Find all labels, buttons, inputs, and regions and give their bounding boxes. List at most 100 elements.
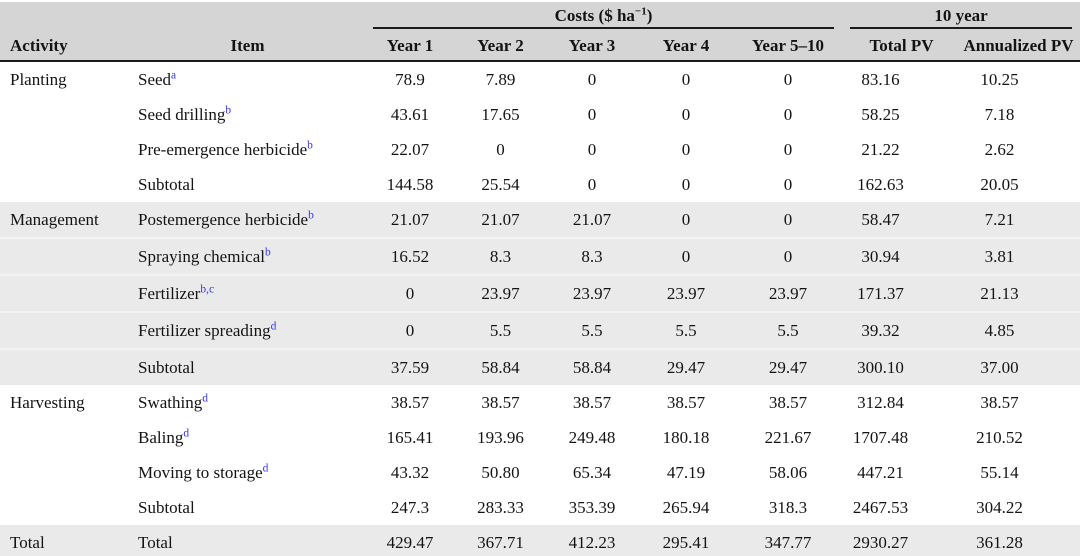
activity-cell bbox=[0, 237, 130, 275]
value-cell: 300.10 bbox=[842, 348, 961, 385]
value-cell: 38.57 bbox=[666, 392, 706, 412]
table-row: Pre-emergence herbicideb 22.07 0 0 0 0 21.22 2.… bbox=[0, 132, 1080, 167]
value-cell: 0 bbox=[496, 139, 505, 159]
activity-cell bbox=[0, 274, 130, 312]
value-cell: 361.28 bbox=[961, 525, 1080, 556]
value-cell: 16.52 bbox=[365, 237, 455, 275]
costs-exponent: −1 bbox=[634, 5, 647, 18]
table-row: Subtotal 37.59 58.84 58.84 29.47 29.47 300.10 3… bbox=[0, 348, 1080, 385]
value-cell: 43.61 bbox=[390, 104, 430, 124]
costs-group-label: Costs ($ ha−1) bbox=[373, 6, 834, 29]
value-cell: 8.3 bbox=[546, 237, 638, 275]
activity-cell bbox=[0, 132, 130, 167]
value-cell: 58.84 bbox=[546, 348, 638, 385]
group-header-row: Costs ($ ha−1) 10 year bbox=[0, 2, 1080, 29]
activity-cell bbox=[0, 420, 130, 455]
value-cell: 0 bbox=[587, 139, 597, 159]
value-cell: 0 bbox=[681, 104, 691, 124]
value-cell: 5.5 bbox=[638, 311, 734, 349]
value-cell: 304.22 bbox=[976, 497, 1023, 517]
activity-cell bbox=[0, 97, 130, 132]
value-cell: 162.63 bbox=[857, 174, 904, 194]
value-cell: 247.3 bbox=[390, 497, 430, 517]
value-cell: 5.5 bbox=[734, 311, 842, 349]
activity-label: Harvesting bbox=[10, 392, 85, 412]
group-spacer-activity bbox=[0, 2, 130, 29]
table-row: Spraying chemicalb 16.52 8.3 8.3 0 0 30.94 3.81 bbox=[0, 237, 1080, 275]
value-cell: 78.9 bbox=[395, 69, 425, 89]
value-cell: 193.96 bbox=[477, 427, 524, 447]
value-cell: 29.47 bbox=[638, 348, 734, 385]
value-cell: 165.41 bbox=[386, 427, 434, 447]
value-cell: 353.39 bbox=[568, 497, 616, 517]
value-cell: 0 bbox=[734, 237, 842, 275]
value-cell: 180.18 bbox=[662, 427, 710, 447]
item-label: Fertilizer bbox=[138, 283, 201, 303]
value-cell: 2467.53 bbox=[852, 497, 909, 517]
footnote-marker: b bbox=[225, 103, 232, 116]
value-cell: 21.22 bbox=[861, 139, 900, 159]
item-label: Seed bbox=[138, 69, 172, 89]
table-row: Harvesting Swathingd 38.57 38.57 38.57 38.57 3… bbox=[0, 385, 1080, 420]
value-cell: 21.07 bbox=[365, 202, 455, 238]
group-spacer-item bbox=[130, 2, 365, 29]
footnote-marker: b bbox=[308, 208, 314, 221]
value-cell: 30.94 bbox=[842, 237, 961, 275]
item-label: Subtotal bbox=[138, 497, 195, 517]
value-cell: 8.3 bbox=[455, 237, 546, 275]
activity-cell bbox=[0, 490, 130, 525]
value-cell: 0 bbox=[681, 139, 691, 159]
table-row: Management Postemergence herbicideb 21.07 2… bbox=[0, 202, 1080, 238]
value-cell: 412.23 bbox=[546, 525, 638, 556]
item-cell: Moving to storaged bbox=[130, 455, 365, 490]
value-cell: 367.71 bbox=[455, 525, 546, 556]
item-label: Moving to storage bbox=[138, 462, 263, 482]
activity-cell bbox=[0, 311, 130, 349]
value-cell: 37.00 bbox=[961, 348, 1080, 385]
value-cell: 37.59 bbox=[365, 348, 455, 385]
item-label: Subtotal bbox=[138, 174, 195, 194]
value-cell: 22.07 bbox=[390, 139, 430, 159]
item-cell: Subtotal bbox=[130, 348, 365, 385]
value-cell: 58.25 bbox=[861, 104, 900, 124]
value-cell: 7.89 bbox=[485, 69, 516, 89]
activity-label: Total bbox=[10, 532, 45, 552]
value-cell: 20.05 bbox=[980, 174, 1019, 194]
value-cell: 0 bbox=[587, 104, 597, 124]
item-cell: Fertilizerb,c bbox=[130, 274, 365, 312]
value-cell: 5.5 bbox=[455, 311, 546, 349]
item-cell: Seed drillingb bbox=[130, 97, 365, 132]
item-cell: Balingd bbox=[130, 420, 365, 455]
value-cell: 318.3 bbox=[768, 497, 808, 517]
value-cell: 265.94 bbox=[662, 497, 710, 517]
col-header-year-4: Year 4 bbox=[638, 29, 734, 62]
activity-cell bbox=[0, 167, 130, 202]
table-row: Moving to storaged 43.32 50.80 65.34 47.19 58… bbox=[0, 455, 1080, 490]
value-cell: 249.48 bbox=[568, 427, 616, 447]
value-cell: 7.21 bbox=[961, 202, 1080, 238]
value-cell: 23.97 bbox=[638, 274, 734, 312]
value-cell: 221.67 bbox=[764, 427, 812, 447]
value-cell: 23.97 bbox=[734, 274, 842, 312]
item-label: Postemergence herbicide bbox=[138, 209, 309, 229]
value-cell: 29.47 bbox=[734, 348, 842, 385]
col-header-year-1: Year 1 bbox=[365, 29, 455, 62]
value-cell: 38.57 bbox=[768, 392, 808, 412]
total-row: Total Total 429.47 367.71 412.23 295.41 347.77… bbox=[0, 525, 1080, 556]
value-cell: 210.52 bbox=[976, 427, 1023, 447]
activity-cell: Planting bbox=[0, 61, 130, 97]
item-label: Total bbox=[138, 532, 173, 552]
footnote-marker: b bbox=[265, 245, 271, 258]
item-label: Spraying chemical bbox=[138, 246, 265, 266]
item-label: Subtotal bbox=[138, 357, 195, 377]
table-header: Costs ($ ha−1) 10 year Activity Item Yea… bbox=[0, 2, 1080, 62]
col-header-year-5-10: Year 5–10 bbox=[734, 29, 842, 62]
value-cell: 17.65 bbox=[481, 104, 520, 124]
activity-label: Management bbox=[10, 209, 99, 229]
footnote-marker: b bbox=[307, 138, 313, 151]
activity-cell bbox=[0, 455, 130, 490]
value-cell: 58.06 bbox=[768, 462, 808, 482]
value-cell: 0 bbox=[638, 202, 734, 238]
